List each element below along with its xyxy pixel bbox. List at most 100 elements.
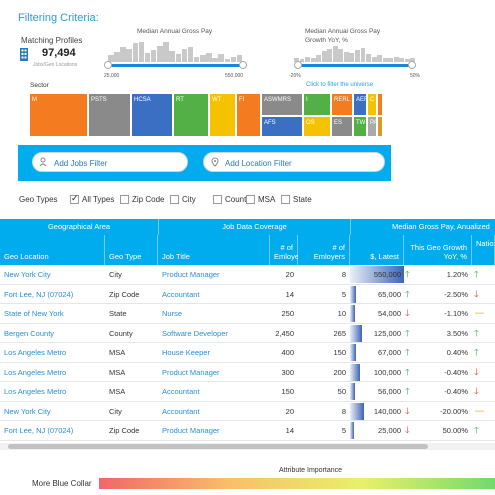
table-row[interactable]: State of New York State Nurse 250 10 54,000 🡓 -… xyxy=(0,304,495,324)
sector-cell[interactable]: AFS xyxy=(261,116,303,137)
sector-cell[interactable]: ES xyxy=(331,116,353,137)
histogram-bar xyxy=(132,43,139,62)
growth-min-handle[interactable] xyxy=(294,61,302,69)
geo-type-label: State xyxy=(293,195,312,204)
employees-cell: 14 xyxy=(285,289,294,299)
pay-min-handle[interactable] xyxy=(104,61,112,69)
histogram-bar xyxy=(294,58,299,62)
job-title-link[interactable]: Accountant xyxy=(162,289,200,299)
job-title-link[interactable]: Product Manager xyxy=(162,426,220,435)
geo-growth-cell: -2.50% xyxy=(444,289,468,299)
sector-treemap: MPSTSHCSARTWTFIASWMRSAFSIOSRERLESAERTWCP… xyxy=(29,93,383,137)
sector-cell[interactable]: WT xyxy=(209,93,236,137)
geo-type-option[interactable]: County xyxy=(213,195,250,204)
col-geo-growth[interactable]: This Geo Growth YoY, % xyxy=(404,235,472,265)
location-pin-icon xyxy=(211,157,219,167)
col-employers[interactable]: # of Emloyers xyxy=(298,235,350,265)
geo-location-link[interactable]: Los Angeles Metro xyxy=(4,367,67,377)
geo-type-option[interactable]: MSA xyxy=(246,195,275,204)
sector-cell[interactable]: FI xyxy=(236,93,261,137)
scrollbar-thumb[interactable] xyxy=(8,444,428,449)
matching-profiles-value: 97,494 xyxy=(42,47,76,59)
sector-cell[interactable]: OS xyxy=(303,116,331,137)
histogram-bar xyxy=(404,59,410,62)
location-filter-input[interactable]: Add Location Filter xyxy=(203,152,385,172)
sector-cell[interactable]: TW xyxy=(353,116,367,137)
col-latest[interactable]: $, Latest xyxy=(350,235,404,265)
person-search-icon xyxy=(39,157,47,167)
histogram-bar xyxy=(187,46,194,62)
geo-location-link[interactable]: Bergen County xyxy=(4,328,55,338)
geo-location-link[interactable]: Fort Lee, NJ (07024) xyxy=(4,289,74,299)
table-row[interactable]: New York City City Accountant 20 8 140,000 🡓 -2… xyxy=(0,402,495,421)
checkbox-icon[interactable] xyxy=(170,195,179,204)
sector-cell[interactable]: M xyxy=(29,93,88,137)
checkbox-icon[interactable] xyxy=(246,195,255,204)
sector-cell[interactable]: PA xyxy=(367,116,377,137)
col-geo-type[interactable]: Geo Type xyxy=(105,235,158,265)
pay-range-track[interactable] xyxy=(108,64,243,67)
job-title-link[interactable]: Nurse xyxy=(162,309,183,318)
sector-cell[interactable]: HCSA xyxy=(131,93,173,137)
checkbox-icon[interactable] xyxy=(213,195,222,204)
sector-cell[interactable]: AER xyxy=(353,93,367,116)
job-title-link[interactable]: Accountant xyxy=(162,406,200,416)
geo-location-link[interactable]: Fort Lee, NJ (07024) xyxy=(4,426,74,435)
sector-cell[interactable]: RERL xyxy=(331,93,353,116)
col-national[interactable]: Natio xyxy=(472,235,495,265)
geo-location-link[interactable]: Los Angeles Metro xyxy=(4,387,67,396)
col-employees[interactable]: # of Emloyees xyxy=(270,235,307,265)
employees-cell: 2,450 xyxy=(275,328,294,338)
geo-location-link[interactable]: New York City xyxy=(4,270,51,279)
sector-cell[interactable] xyxy=(377,116,383,137)
table-row[interactable]: Los Angeles Metro MSA Accountant 150 50 56,00… xyxy=(0,382,495,402)
checkbox-icon[interactable] xyxy=(281,195,290,204)
sector-cell[interactable]: RT xyxy=(173,93,209,137)
table-horizontal-scrollbar[interactable] xyxy=(0,443,495,450)
job-title-link[interactable]: House Keeper xyxy=(162,348,210,357)
sector-cell[interactable]: ASWMRS xyxy=(261,93,303,116)
sector-cell[interactable] xyxy=(377,93,383,116)
results-table: Geographical Area Job Data Coverage Medi… xyxy=(0,219,495,452)
histogram-bar xyxy=(382,57,388,62)
sector-cell[interactable]: C xyxy=(367,93,377,116)
growth-max-handle[interactable] xyxy=(408,61,416,69)
table-row[interactable]: Fort Lee, NJ (07024) Zip Code Product Mana… xyxy=(0,421,495,441)
latest-pay-cell: 550,000 xyxy=(373,270,401,279)
pay-max-handle[interactable] xyxy=(239,61,247,69)
job-title-link[interactable]: Accountant xyxy=(162,387,200,396)
latest-pay-cell: 54,000 xyxy=(378,309,401,318)
table-row[interactable]: Fort Lee, NJ (07024) Zip Code Accountant 14… xyxy=(0,285,495,304)
trend-up-icon: 🡑 xyxy=(474,347,479,357)
growth-range-track[interactable] xyxy=(298,64,412,67)
geo-location-link[interactable]: State of New York xyxy=(4,309,64,318)
job-title-link[interactable]: Software Developer xyxy=(162,328,228,338)
geo-growth-cell: 0.40% xyxy=(446,348,468,357)
geo-type-option[interactable]: Zip Code xyxy=(120,195,164,204)
histogram-bar xyxy=(349,53,355,62)
col-job-title[interactable]: Job Title xyxy=(158,235,270,265)
geo-location-link[interactable]: Los Angeles Metro xyxy=(4,348,67,357)
geo-type-option[interactable]: State xyxy=(281,195,312,204)
checkbox-icon[interactable] xyxy=(120,195,129,204)
employees-cell: 150 xyxy=(281,387,294,396)
trend-up-icon: 🡑 xyxy=(474,327,479,338)
geo-type-option[interactable]: All Types xyxy=(70,193,114,204)
growth-min-label: -20% xyxy=(289,73,301,79)
checkbox-icon[interactable] xyxy=(70,193,79,204)
geo-type-cell: City xyxy=(109,270,122,279)
latest-pay-bar xyxy=(350,422,354,439)
trend-down-icon: 🡓 xyxy=(405,405,410,416)
col-geo-location[interactable]: Geo Location xyxy=(0,235,105,265)
sector-cell[interactable]: PSTS xyxy=(88,93,131,137)
geo-type-option[interactable]: City xyxy=(170,195,196,204)
sector-cell[interactable]: I xyxy=(303,93,331,116)
table-row[interactable]: Los Angeles Metro MSA House Keeper 400 150 67… xyxy=(0,343,495,363)
table-row[interactable]: Bergen County County Software Developer 2,4… xyxy=(0,324,495,343)
table-row[interactable]: New York City City Product Manager 20 8 550,0… xyxy=(0,265,495,285)
table-row[interactable]: Los Angeles Metro MSA Product Manager 300 20… xyxy=(0,363,495,382)
jobs-filter-input[interactable]: Add Jobs Filter xyxy=(32,152,188,172)
job-title-link[interactable]: Product Manager xyxy=(162,367,220,377)
job-title-link[interactable]: Product Manager xyxy=(162,270,220,279)
geo-location-link[interactable]: New York City xyxy=(4,406,51,416)
